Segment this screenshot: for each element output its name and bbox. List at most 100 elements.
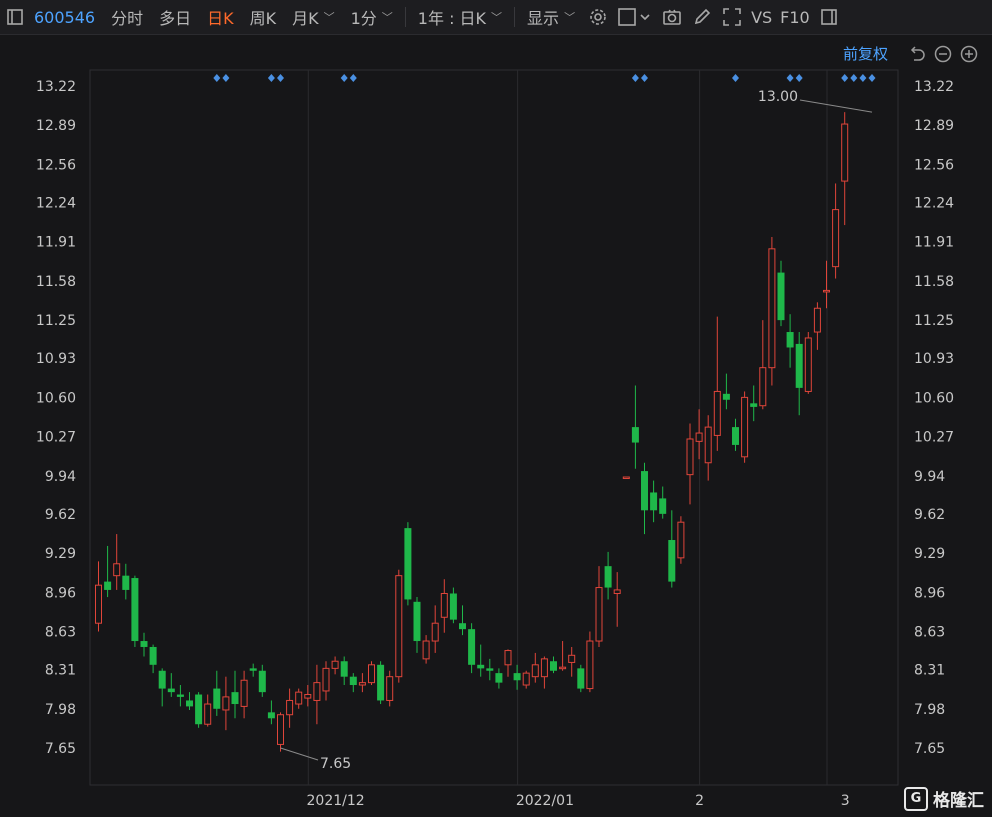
- vs-button[interactable]: VS: [751, 7, 773, 27]
- tab-monthly-k[interactable]: 月K ﹀: [284, 0, 343, 34]
- panel-toggle-icon[interactable]: [814, 0, 844, 34]
- y-tick-label: 11.58: [914, 274, 954, 290]
- candle: [477, 644, 485, 677]
- candle-body: [559, 666, 567, 670]
- zoom-out-icon[interactable]: [934, 45, 952, 63]
- candle-body: [522, 672, 530, 686]
- display-select[interactable]: 显示 ﹀: [519, 0, 583, 34]
- candle-body: [340, 661, 348, 677]
- candle: [659, 486, 667, 519]
- candle: [686, 423, 694, 505]
- tab-intraday[interactable]: 分时: [111, 9, 144, 28]
- y-tick-label: 12.89: [36, 118, 76, 134]
- tab-multi-day[interactable]: 多日: [159, 9, 192, 28]
- candle-body: [650, 492, 658, 511]
- candle-body: [613, 589, 621, 594]
- y-tick-label: 12.24: [36, 195, 76, 211]
- y-tick-label: 8.63: [914, 625, 945, 641]
- candle-body: [322, 667, 330, 692]
- candle-body: [186, 700, 193, 707]
- price-adjust-toggle[interactable]: 前复权: [842, 45, 888, 63]
- zoom-in-icon[interactable]: [960, 45, 978, 63]
- f10-button[interactable]: F10: [780, 7, 810, 27]
- candle: [495, 668, 503, 689]
- fullscreen-icon[interactable]: [717, 0, 747, 34]
- candle-body: [176, 694, 184, 697]
- candle-body: [95, 584, 102, 624]
- candle-body: [304, 694, 312, 699]
- event-marker-icon: [732, 74, 739, 82]
- tab-daily-k[interactable]: 日K: [207, 9, 234, 28]
- candle-body: [468, 629, 476, 665]
- candle-body: [759, 367, 767, 407]
- tab-minute[interactable]: 1分 ﹀: [343, 0, 401, 34]
- y-tick-label: 7.98: [45, 702, 76, 718]
- candle: [113, 534, 121, 590]
- candle-body: [267, 712, 275, 719]
- candle: [422, 635, 430, 664]
- candle-body: [404, 528, 412, 600]
- event-marker-icon: [859, 74, 867, 82]
- candle: [195, 692, 203, 728]
- chevron-down-icon: ﹀: [491, 11, 503, 24]
- y-tick-label: 8.96: [914, 585, 945, 601]
- brand-mark: G: [904, 786, 928, 811]
- candle: [349, 673, 357, 693]
- candle: [267, 700, 275, 725]
- event-marker-icon: [641, 74, 648, 82]
- y-tick-label: 7.98: [914, 702, 945, 718]
- candle: [331, 656, 339, 675]
- candle: [677, 516, 685, 564]
- candle: [395, 569, 403, 683]
- candle: [786, 314, 794, 368]
- candle-body: [568, 654, 576, 663]
- candle: [722, 373, 730, 410]
- event-marker-icon: [222, 74, 230, 82]
- stock-code[interactable]: 600546: [34, 7, 96, 27]
- candle-body: [240, 679, 248, 707]
- event-marker-icon: [213, 74, 221, 82]
- color-select-icon[interactable]: [613, 0, 657, 34]
- candle: [295, 688, 303, 709]
- candle: [531, 652, 539, 683]
- candle-body: [313, 682, 321, 701]
- candle: [550, 656, 557, 674]
- candle-body: [377, 664, 385, 701]
- event-markers: [213, 74, 876, 82]
- camera-icon[interactable]: [657, 0, 687, 34]
- candle-body: [131, 578, 139, 642]
- candle-body: [231, 692, 239, 705]
- y-tick-label: 9.62: [914, 507, 945, 523]
- tab-minute-label: 1分: [350, 9, 377, 28]
- candle-body: [686, 438, 694, 476]
- candles: [95, 112, 849, 752]
- annotation-high-label: 13.00: [758, 89, 798, 105]
- candle-body: [813, 307, 821, 333]
- candle: [449, 587, 457, 624]
- display-label: 显示: [527, 9, 560, 28]
- range-select[interactable]: 1年 : 日K ﹀: [410, 0, 510, 34]
- candle-body: [577, 668, 585, 689]
- y-tick-label: 10.93: [914, 351, 954, 367]
- divider: [404, 7, 406, 27]
- y-tick-label: 9.94: [45, 469, 76, 485]
- x-tick-label: 2022/01: [516, 793, 574, 809]
- candle-body: [750, 403, 758, 407]
- event-marker-icon: [841, 74, 849, 82]
- candle: [368, 661, 375, 686]
- candle: [513, 664, 521, 690]
- tab-weekly-k[interactable]: 周K: [249, 9, 277, 28]
- candle: [231, 670, 239, 719]
- undo-icon[interactable]: [908, 45, 926, 63]
- candle: [577, 664, 585, 693]
- y-tick-label: 11.58: [36, 274, 76, 290]
- settings-gear-icon[interactable]: [583, 0, 613, 34]
- sidebar-toggle-icon[interactable]: [0, 0, 30, 34]
- y-axis-left: 13.22 12.89 12.56 12.24 11.91 11.58 11.25 10.93…: [36, 79, 76, 757]
- range-label: 1年 : 日K: [417, 9, 487, 28]
- candle-body: [277, 714, 284, 745]
- pencil-icon[interactable]: [687, 0, 717, 34]
- candle: [431, 605, 439, 653]
- candle-body: [540, 658, 548, 678]
